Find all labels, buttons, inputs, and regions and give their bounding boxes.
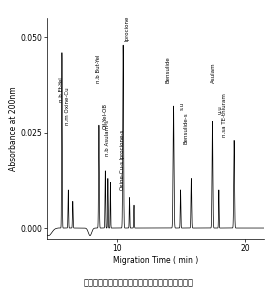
Text: Asulam: Asulam bbox=[211, 63, 216, 83]
Text: Bensulide-s: Bensulide-s bbox=[184, 113, 189, 144]
Text: Oxine-Cu-s: Oxine-Cu-s bbox=[120, 160, 125, 190]
Y-axis label: Absorbance at 200nm: Absorbance at 200nm bbox=[9, 87, 18, 171]
Text: Oil-Yel-OB: Oil-Yel-OB bbox=[102, 103, 107, 129]
Text: Iprocione-s: Iprocione-s bbox=[120, 129, 125, 159]
Text: n.sa TE-thiuram: n.sa TE-thiuram bbox=[222, 93, 227, 137]
Text: Bensulide: Bensulide bbox=[166, 56, 171, 83]
Text: n.b Et-Yel: n.b Et-Yel bbox=[59, 77, 64, 102]
Text: s.u: s.u bbox=[179, 102, 184, 110]
Text: Iprocione: Iprocione bbox=[124, 16, 129, 41]
Text: n.b But-Yel: n.b But-Yel bbox=[96, 55, 101, 83]
Text: u.u: u.u bbox=[218, 105, 223, 114]
Text: 図３．非水系モードによる農薬等の分離パターン: 図３．非水系モードによる農薬等の分離パターン bbox=[84, 278, 194, 287]
X-axis label: Migration Time ( min ): Migration Time ( min ) bbox=[113, 256, 198, 265]
Text: n.b Asulam-s: n.b Asulam-s bbox=[105, 120, 110, 156]
Text: n.m Oxine-Cu: n.m Oxine-Cu bbox=[65, 87, 70, 125]
